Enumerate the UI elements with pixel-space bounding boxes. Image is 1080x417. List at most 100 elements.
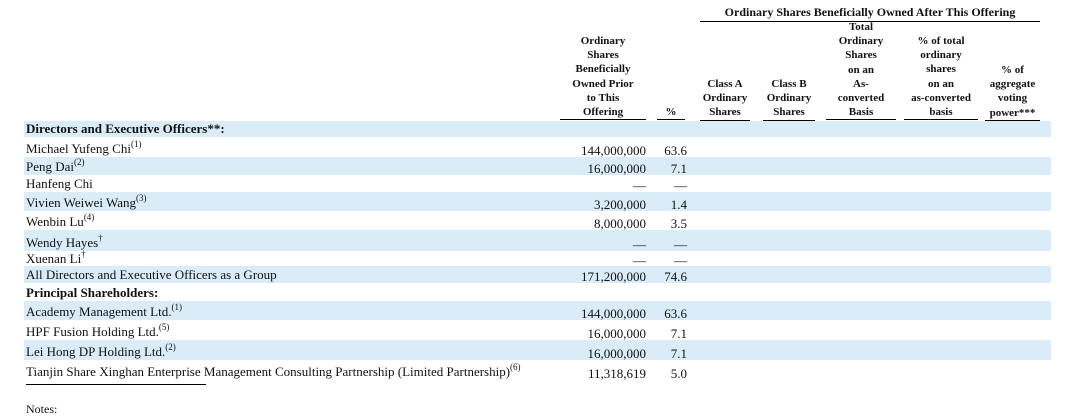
footnote-marker: (4) xyxy=(83,212,95,222)
percent-owned-prior: — xyxy=(674,237,687,252)
header-line: Ordinary xyxy=(766,92,812,105)
row-name: Vivien Weiwei Wang(3) xyxy=(26,193,147,211)
notes-divider xyxy=(26,384,206,385)
row-name: All Directors and Executive Officers as … xyxy=(26,267,277,283)
header-col-class-a: Class A Ordinary Shares xyxy=(700,77,750,121)
footnote-marker: (5) xyxy=(158,322,170,332)
table-row: Academy Management Ltd.(1) 144,000,000 63.… xyxy=(24,301,1051,321)
header-line: on an xyxy=(848,63,874,76)
table-row: Lei Hong DP Holding Ltd.(2) 16,000,000 7.1 xyxy=(24,340,1051,361)
header-line: Total xyxy=(848,21,874,33)
header-line: Shares xyxy=(587,49,619,62)
table-row: HPF Fusion Holding Ltd.(5) 16,000,000 7.1 xyxy=(24,320,1051,342)
shares-owned-prior: 16,000,000 xyxy=(587,161,647,176)
percent-owned-prior: 63.6 xyxy=(664,143,687,158)
table-row: Wenbin Lu(4) 8,000,000 3.5 xyxy=(24,211,1051,232)
percent-owned-prior: 7.1 xyxy=(670,161,687,176)
header-line: as-converted xyxy=(911,91,971,104)
row-name-text: Academy Management Ltd. xyxy=(26,304,172,319)
row-name: Wenbin Lu(4) xyxy=(26,212,95,230)
shares-owned-prior: 16,000,000 xyxy=(587,326,647,341)
header-line: Shares xyxy=(709,106,741,119)
row-name-text: Hanfeng Chi xyxy=(26,176,93,191)
header-col-total: Total Ordinary Shares on an As-converted Basi… xyxy=(826,20,896,121)
header-line: power*** xyxy=(989,106,1036,119)
header-line: Ordinary xyxy=(580,35,626,47)
percent-owned-prior: 74.6 xyxy=(664,269,687,284)
header-line: % of xyxy=(1001,64,1024,76)
header-line: shares xyxy=(926,63,956,76)
shares-owned-prior: — xyxy=(633,253,646,268)
footnote-marker: (1) xyxy=(171,302,182,312)
header-col-voting: % of aggregate voting power*** xyxy=(985,63,1040,121)
row-name-text: Wenbin Lu xyxy=(26,214,84,229)
header-col-prior: Ordinary Shares Beneficially Owned Prior to … xyxy=(560,34,646,121)
shares-owned-prior: — xyxy=(633,237,646,252)
table-row: Hanfeng Chi — — xyxy=(24,175,1051,193)
header-line: As- xyxy=(853,77,869,90)
header-line: Beneficially xyxy=(575,63,631,76)
group-title: Ordinary Shares Beneficially Owned After… xyxy=(700,5,1040,22)
row-name-text: HPF Fusion Holding Ltd. xyxy=(26,324,159,339)
header-line: Ordinary xyxy=(702,92,748,105)
row-name: Hanfeng Chi xyxy=(26,176,93,192)
row-name: Tianjin Share Xinghan Enterprise Managem… xyxy=(26,362,521,380)
footnote-marker: (3) xyxy=(136,193,147,203)
shares-owned-prior: 3,200,000 xyxy=(594,197,646,212)
shares-owned-prior: 144,000,000 xyxy=(581,306,646,321)
table-row: Tianjin Share Xinghan Enterprise Managem… xyxy=(24,360,1051,382)
footnote-marker: † xyxy=(98,233,103,243)
header-line: Shares xyxy=(845,49,877,62)
row-name-text: Lei Hong DP Holding Ltd. xyxy=(26,344,166,359)
row-name: Xuenan Li† xyxy=(26,249,86,267)
header-col-class-b: Class B Ordinary Shares xyxy=(763,77,815,121)
row-name: Wendy Hayes† xyxy=(26,233,103,251)
row-name: Michael Yufeng Chi(1) xyxy=(26,139,142,157)
header-line: Basis xyxy=(848,106,874,119)
footnote-marker: (6) xyxy=(510,362,521,372)
percent-owned-prior: 63.6 xyxy=(664,306,687,321)
row-name: HPF Fusion Holding Ltd.(5) xyxy=(26,322,170,340)
percent-owned-prior: — xyxy=(674,178,687,193)
row-name-text: Xuenan Li xyxy=(26,251,82,266)
row-name: Academy Management Ltd.(1) xyxy=(26,302,182,320)
header-line: converted xyxy=(837,92,885,105)
section-header-row: Principal Shareholders: xyxy=(24,283,1051,301)
table-row: Wendy Hayes† — — xyxy=(24,230,1051,252)
row-name-text: Principal Shareholders: xyxy=(26,285,159,300)
percent-owned-prior: 3.5 xyxy=(670,216,687,231)
header-line: Offering xyxy=(582,106,624,119)
header-line: ordinary xyxy=(920,49,962,62)
header-line: Owned Prior xyxy=(572,77,634,90)
section-header-row: Directors and Executive Officers**: xyxy=(24,121,1051,137)
shares-owned-prior: 16,000,000 xyxy=(587,346,647,361)
footnote-marker: (2) xyxy=(74,157,85,167)
header-line: Class A xyxy=(707,78,743,90)
percent-owned-prior: 7.1 xyxy=(670,326,687,341)
footnote-marker: (1) xyxy=(130,139,142,149)
row-name-text: Vivien Weiwei Wang xyxy=(26,195,137,210)
header-col-pct-total: % of total ordinary shares on an as-converte… xyxy=(904,34,978,121)
header-line: Ordinary xyxy=(838,35,884,48)
table-row: Xuenan Li† — — xyxy=(24,249,1051,269)
row-name: Lei Hong DP Holding Ltd.(2) xyxy=(26,343,176,360)
header-line: % xyxy=(665,106,677,118)
header-line: voting xyxy=(997,92,1028,105)
shares-owned-prior: 171,200,000 xyxy=(581,269,646,284)
percent-owned-prior: 7.1 xyxy=(670,346,687,361)
shares-owned-prior: — xyxy=(633,178,646,193)
header-line: Class B xyxy=(771,78,807,90)
header-line: basis xyxy=(929,106,953,119)
header-line: aggregate xyxy=(989,78,1036,91)
header-line: % of total xyxy=(917,35,965,47)
row-name: Principal Shareholders: xyxy=(26,285,158,301)
table-row: Vivien Weiwei Wang(3) 3,200,000 1.4 xyxy=(24,192,1051,212)
table-row: Peng Dai(2) 16,000,000 7.1 xyxy=(24,157,1051,176)
percent-owned-prior: — xyxy=(674,253,687,268)
shares-owned-prior: 11,318,619 xyxy=(587,366,646,381)
footnote-marker: † xyxy=(81,249,86,259)
header-line: on an xyxy=(928,77,954,90)
percent-owned-prior: 5.0 xyxy=(670,366,687,381)
shares-owned-prior: 8,000,000 xyxy=(594,216,646,231)
shares-owned-prior: 144,000,000 xyxy=(581,143,646,158)
